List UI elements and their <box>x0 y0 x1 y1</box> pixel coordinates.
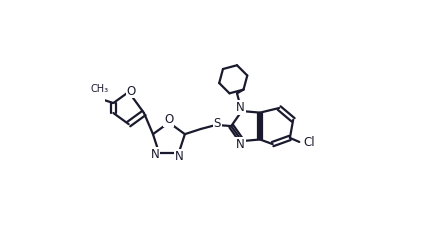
Text: O: O <box>164 113 174 126</box>
Text: N: N <box>151 148 159 160</box>
Text: S: S <box>214 117 221 130</box>
Text: CH₃: CH₃ <box>90 84 108 94</box>
Text: Cl: Cl <box>303 136 315 149</box>
Text: N: N <box>175 151 184 163</box>
Text: O: O <box>127 85 136 97</box>
Text: N: N <box>236 138 245 151</box>
Text: N: N <box>236 101 245 114</box>
